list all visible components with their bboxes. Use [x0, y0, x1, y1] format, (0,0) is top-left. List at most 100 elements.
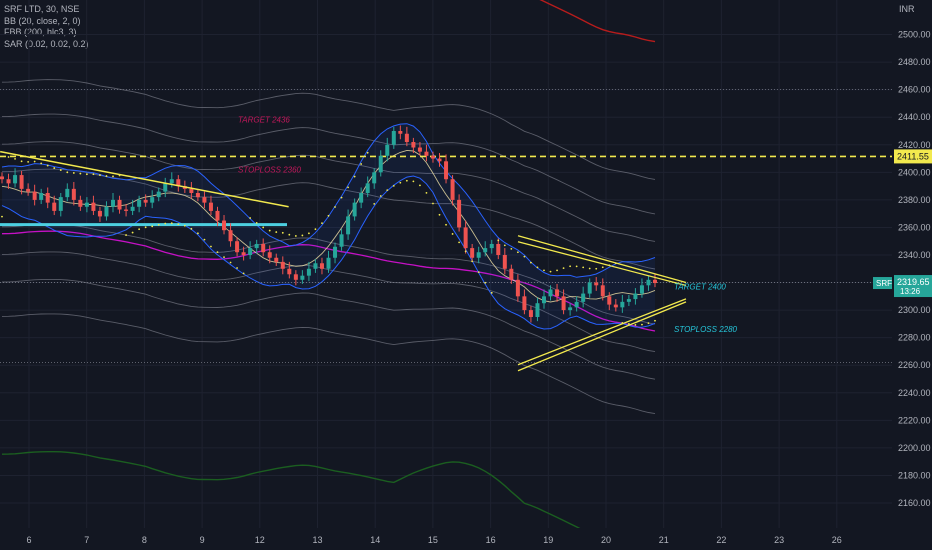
sar-dot: [99, 174, 101, 176]
candle-body: [391, 130, 396, 145]
legend-sar[interactable]: SAR (0.02, 0.02, 0.2): [4, 38, 89, 49]
triangle-lower-inner: [517, 298, 687, 366]
annotations: TARGET 2436 STOPLOSS 2360 TARGET 2400 STOPL…: [238, 116, 738, 334]
sar-dot: [255, 222, 258, 224]
sar-dot: [360, 163, 363, 165]
candle-body: [430, 155, 435, 159]
candle-body: [97, 210, 102, 217]
candle-body: [502, 254, 507, 269]
candle-body: [515, 279, 520, 297]
sar-dot: [288, 233, 291, 236]
time-tick-label: 12: [255, 535, 265, 545]
sar-dot: [582, 266, 585, 269]
candle-body: [600, 285, 605, 297]
legend-symbol[interactable]: SRF LTD, 30, NSE: [4, 4, 80, 14]
sar-dot: [1, 215, 3, 218]
candle-body: [476, 252, 481, 258]
candle-body: [169, 179, 174, 184]
candle-body: [528, 310, 533, 317]
sar-dot: [530, 261, 532, 264]
candle-body: [594, 282, 599, 286]
sar-dot: [197, 232, 199, 235]
sar-dot: [138, 228, 141, 231]
sar-dot: [203, 238, 206, 241]
indicator-legend: SRF LTD, 30, NSE BB (20, close, 2, 0) FB…: [4, 4, 89, 50]
candle-body: [561, 296, 566, 311]
candle-body: [124, 209, 129, 211]
candle-body: [352, 202, 357, 217]
sar-dot: [33, 160, 36, 163]
price-axis[interactable]: INR 2160.00 2180.00 2200.00 2220.00 2240.00 22…: [873, 0, 932, 550]
sar-dot: [654, 319, 656, 322]
legend-fbb[interactable]: FBB (200, hlc3, 3): [4, 27, 77, 37]
candle-body: [228, 230, 233, 242]
sar-dot: [112, 175, 114, 178]
candle-body: [208, 202, 213, 211]
sar-dot: [79, 172, 82, 175]
sar-dot: [471, 260, 474, 263]
sar-dot: [419, 184, 421, 187]
sar-dot: [125, 234, 127, 236]
sar-dot: [405, 179, 408, 182]
candle-body: [470, 248, 475, 258]
time-tick-label: 22: [716, 535, 726, 545]
sar-dot: [275, 231, 278, 233]
candle-body: [457, 199, 462, 228]
candle-body: [359, 192, 364, 203]
sar-dot: [170, 222, 173, 225]
sar-dot: [177, 223, 180, 226]
candle-body: [613, 304, 618, 308]
sar-dot: [301, 234, 304, 237]
candle-body: [463, 227, 468, 249]
candle-body: [84, 202, 89, 207]
candle-body: [398, 130, 403, 134]
sar-dot: [262, 226, 265, 229]
candle-body: [189, 188, 194, 193]
time-tick-label: 15: [428, 535, 438, 545]
sar-dot: [27, 160, 30, 163]
candle-body: [444, 161, 449, 180]
candle-body: [52, 202, 57, 211]
price-tick-label: 2440.00: [898, 112, 931, 122]
sar-dot: [543, 269, 545, 272]
sar-dot: [536, 266, 539, 269]
candle-body: [646, 279, 651, 286]
sar-dot: [432, 202, 434, 205]
price-tick-label: 2220.00: [898, 415, 931, 425]
candle-body: [306, 268, 311, 276]
sar-dot: [144, 226, 147, 229]
fib-band-line: [1, 313, 656, 415]
candle-body: [130, 206, 135, 211]
sar-dot: [216, 251, 219, 254]
price-tick-label: 2160.00: [898, 498, 931, 508]
sar-dot: [516, 251, 519, 254]
candle-body: [326, 257, 331, 269]
last-price-value: 2319.65: [897, 277, 930, 287]
price-tick-label: 2460.00: [898, 85, 931, 95]
sar-dot: [347, 186, 349, 189]
key-level-tag: [894, 149, 932, 164]
annotation-label: STOPLOSS 2280: [674, 325, 738, 334]
bollinger-bands: [1, 123, 656, 330]
candle-body: [19, 175, 24, 189]
candle-body: [633, 293, 638, 300]
candle-body: [541, 296, 546, 304]
candle-body: [222, 220, 227, 231]
candle-body: [202, 197, 207, 203]
candle-body: [156, 191, 161, 198]
time-tick-label: 21: [659, 535, 669, 545]
time-tick-label: 9: [200, 535, 205, 545]
sar-dot: [249, 217, 252, 219]
legend-bb[interactable]: BB (20, close, 2, 0): [4, 15, 81, 26]
candle-body: [319, 263, 324, 269]
candle-body: [555, 289, 560, 297]
fib-band-line: [1, 79, 656, 180]
candle-body: [483, 248, 488, 253]
candle-body: [287, 268, 292, 275]
candle-body: [489, 243, 494, 249]
candle-body: [58, 197, 63, 211]
time-axis[interactable]: 6 7 8 9 12 13 14 15 16 19 20 21 22 23 26: [0, 528, 932, 550]
sar-dot: [308, 232, 310, 235]
key-level-value: 2411.55: [897, 151, 929, 161]
